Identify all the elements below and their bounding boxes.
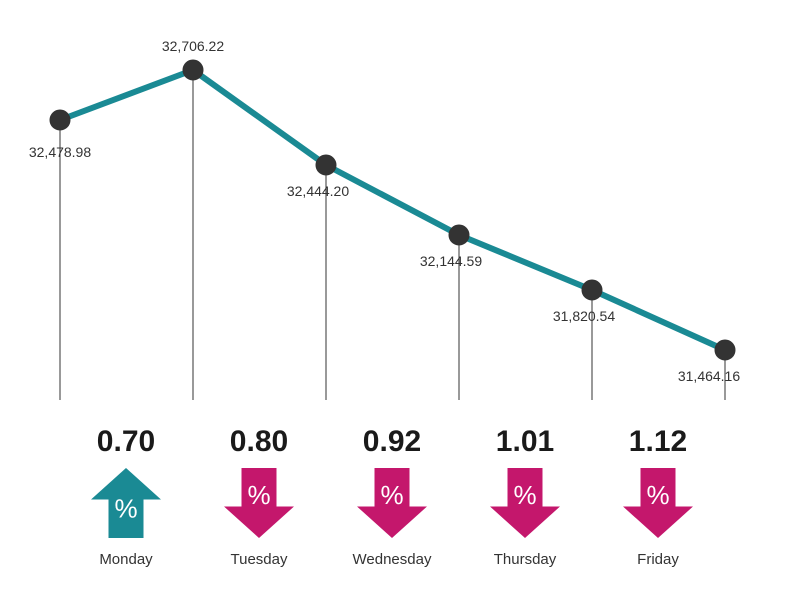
value-label: 32,706.22 bbox=[162, 38, 224, 54]
value-label: 31,820.54 bbox=[553, 308, 615, 324]
data-point-marker bbox=[582, 280, 602, 300]
value-label: 31,464.16 bbox=[678, 368, 740, 384]
arrow-wrap: % bbox=[460, 463, 590, 543]
value-label: 32,144.59 bbox=[420, 253, 482, 269]
data-point-marker bbox=[50, 110, 70, 130]
chart-container: 32,478.98 32,706.22 32,444.20 32,144.59 31,8… bbox=[0, 0, 800, 600]
arrow-down-icon bbox=[357, 468, 427, 538]
day-label: Friday bbox=[593, 551, 723, 568]
percent-value: 0.70 bbox=[61, 425, 191, 459]
day-column: 0.70% Monday bbox=[61, 425, 191, 568]
arrow-wrap: % bbox=[194, 463, 324, 543]
day-label: Thursday bbox=[460, 551, 590, 568]
day-label: Wednesday bbox=[327, 551, 457, 568]
percent-value: 0.92 bbox=[327, 425, 457, 459]
percent-value: 1.01 bbox=[460, 425, 590, 459]
data-point-marker bbox=[449, 225, 469, 245]
value-label: 32,444.20 bbox=[287, 183, 349, 199]
day-column: 1.01% Thursday bbox=[460, 425, 590, 568]
arrow-down-icon bbox=[490, 468, 560, 538]
data-point-marker bbox=[715, 340, 735, 360]
day-column: 1.12% Friday bbox=[593, 425, 723, 568]
day-label: Tuesday bbox=[194, 551, 324, 568]
arrow-down-icon bbox=[224, 468, 294, 538]
arrow-up-icon bbox=[91, 468, 161, 538]
trend-line bbox=[60, 70, 725, 350]
value-label: 32,478.98 bbox=[29, 144, 91, 160]
arrow-down-icon bbox=[623, 468, 693, 538]
arrow-wrap: % bbox=[61, 463, 191, 543]
arrow-wrap: % bbox=[327, 463, 457, 543]
day-column: 0.80% Tuesday bbox=[194, 425, 324, 568]
data-point-marker bbox=[316, 155, 336, 175]
percent-value: 1.12 bbox=[593, 425, 723, 459]
arrow-wrap: % bbox=[593, 463, 723, 543]
data-point-marker bbox=[183, 60, 203, 80]
day-label: Monday bbox=[61, 551, 191, 568]
percent-value: 0.80 bbox=[194, 425, 324, 459]
day-column: 0.92% Wednesday bbox=[327, 425, 457, 568]
